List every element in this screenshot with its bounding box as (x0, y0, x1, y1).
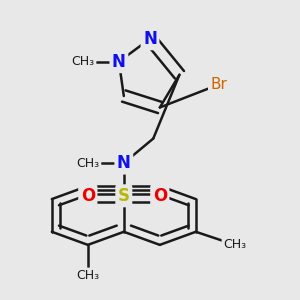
Text: N: N (143, 30, 157, 48)
Text: CH₃: CH₃ (224, 238, 247, 251)
Text: Br: Br (210, 77, 227, 92)
Text: S: S (118, 187, 130, 205)
Text: O: O (153, 187, 167, 205)
Text: N: N (117, 154, 131, 172)
Text: CH₃: CH₃ (76, 269, 99, 283)
Text: N: N (112, 53, 126, 71)
Text: O: O (81, 187, 95, 205)
Text: CH₃: CH₃ (71, 55, 94, 68)
Text: CH₃: CH₃ (76, 157, 99, 169)
